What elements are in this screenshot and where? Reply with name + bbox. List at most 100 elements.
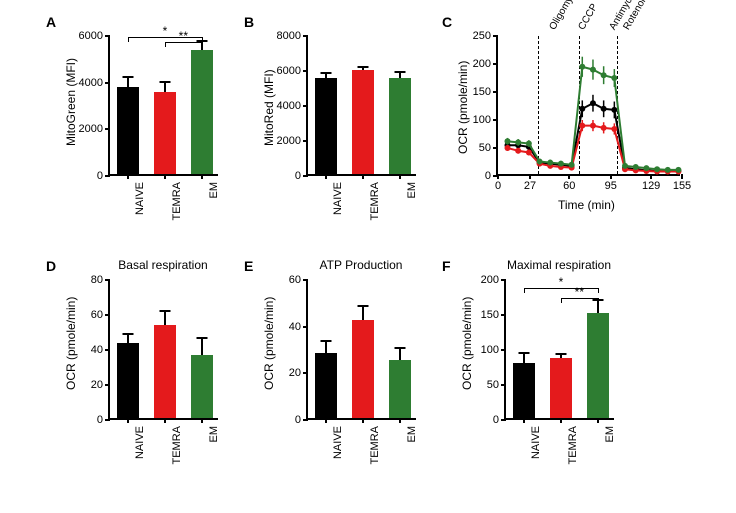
category-label: TEMRA (171, 182, 183, 221)
ytick-label: 50 (487, 379, 506, 391)
panel-title-E: ATP Production (320, 258, 403, 272)
category-label: NAIVE (134, 426, 146, 459)
plot-B: 02000400060008000NAIVETEMRAEM (306, 36, 416, 176)
plot-F: 050100150200NAIVETEMRAEM*** (504, 280, 614, 420)
ytick-label: 2000 (277, 135, 308, 147)
category-label: TEMRA (369, 426, 381, 465)
xtick-label: 155 (673, 180, 691, 192)
plot-C: 0501001502002500276095129155OligomycinCC… (496, 36, 680, 176)
bar-em (389, 78, 411, 174)
ytick-label: 60 (91, 309, 110, 321)
ytick-label: 4000 (277, 100, 308, 112)
bar-em (587, 313, 609, 418)
ytick-label: 0 (295, 414, 308, 426)
ytick-label: 50 (479, 142, 498, 154)
category-label: NAIVE (134, 182, 146, 215)
ytick-label: 40 (289, 321, 308, 333)
ylabel-F: OCR (pmole/min) (460, 297, 474, 390)
panel-F: F Maximal respiration 050100150200NAIVETEM… (442, 258, 622, 468)
category-label: NAIVE (332, 426, 344, 459)
panel-title-D: Basal respiration (118, 258, 207, 272)
category-label: TEMRA (369, 182, 381, 221)
ytick-label: 100 (481, 344, 506, 356)
panel-tag-C: C (442, 14, 452, 30)
category-label: EM (208, 426, 220, 443)
ytick-label: 20 (91, 379, 110, 391)
annotation: CCCP (576, 2, 600, 32)
ylabel-B: MitoRed (MFI) (262, 69, 276, 146)
ytick-label: 4000 (79, 77, 110, 89)
ytick-label: 150 (481, 309, 506, 321)
panel-C: C 0501001502002500276095129155OligomycinC… (442, 14, 692, 214)
ytick-label: 40 (91, 344, 110, 356)
xtick-label: 0 (495, 180, 501, 192)
ytick-label: 6000 (79, 30, 110, 42)
ytick-label: 0 (97, 414, 110, 426)
ytick-label: 6000 (277, 65, 308, 77)
bar-temra (154, 92, 176, 174)
ytick-label: 0 (295, 170, 308, 182)
panel-tag-B: B (244, 14, 254, 30)
ytick-label: 60 (289, 274, 308, 286)
bar-temra (154, 325, 176, 418)
bar-naive (315, 78, 337, 174)
panel-tag-D: D (46, 258, 56, 274)
category-label: NAIVE (530, 426, 542, 459)
bar-em (191, 50, 213, 174)
panel-A: A 0200040006000NAIVETEMRAEM*** MitoGreen (… (46, 14, 226, 214)
panel-D: DBasal respiration020406080NAIVETEMRAEMO… (46, 258, 226, 468)
bar-temra (550, 358, 572, 418)
sig-star: ** (575, 286, 584, 298)
sig-star: * (559, 276, 564, 288)
ytick-label: 8000 (277, 30, 308, 42)
ytick-label: 100 (473, 114, 498, 126)
ylabel-C: OCR (pmole/min) (456, 61, 470, 154)
panel-E: EATP Production0204060NAIVETEMRAEMOCR (p… (244, 258, 424, 468)
ytick-label: 0 (97, 170, 110, 182)
category-label: EM (406, 182, 418, 199)
sig-star: * (163, 25, 168, 37)
ytick-label: 200 (481, 274, 506, 286)
category-label: EM (406, 426, 418, 443)
bar-temra (352, 320, 374, 418)
trace-svg (498, 36, 682, 176)
panel-tag-E: E (244, 258, 253, 274)
xtick-label: 60 (563, 180, 575, 192)
bar-em (191, 355, 213, 418)
ylabel-D: OCR (pmole/min) (64, 297, 78, 390)
xtick-label: 95 (605, 180, 617, 192)
plot-A: 0200040006000NAIVETEMRAEM*** (108, 36, 218, 176)
category-label: TEMRA (171, 426, 183, 465)
panel-tag-F: F (442, 258, 451, 274)
plot-D: 020406080NAIVETEMRAEM (108, 280, 218, 420)
xtick-label: 129 (642, 180, 660, 192)
panel-tag-A: A (46, 14, 56, 30)
category-label: NAIVE (332, 182, 344, 215)
ylabel-E: OCR (pmole/min) (262, 297, 276, 390)
plot-E: 0204060NAIVETEMRAEM (306, 280, 416, 420)
category-label: EM (604, 426, 616, 443)
ytick-label: 80 (91, 274, 110, 286)
ytick-label: 0 (493, 414, 506, 426)
ytick-label: 150 (473, 86, 498, 98)
sig-star: ** (179, 30, 188, 42)
figure: A0200040006000NAIVETEMRAEM***MitoGreen (… (0, 0, 736, 513)
bar-naive (315, 353, 337, 418)
bar-naive (513, 363, 535, 418)
xtick-label: 27 (524, 180, 536, 192)
series-temra (507, 126, 678, 172)
series-naive (507, 103, 678, 171)
ytick-label: 2000 (79, 123, 110, 135)
ytick-label: 20 (289, 367, 308, 379)
category-label: EM (208, 182, 220, 199)
ytick-label: 200 (473, 58, 498, 70)
bar-em (389, 360, 411, 418)
xlabel-C: Time (min) (558, 198, 615, 212)
panel-title-F: Maximal respiration (507, 258, 611, 272)
ylabel-A: MitoGreen (MFI) (64, 58, 78, 146)
bar-naive (117, 343, 139, 418)
panel-B: B 02000400060008000NAIVETEMRAEM MitoRed (M… (244, 14, 424, 214)
bar-naive (117, 87, 139, 175)
ytick-label: 250 (473, 30, 498, 42)
bar-temra (352, 70, 374, 174)
